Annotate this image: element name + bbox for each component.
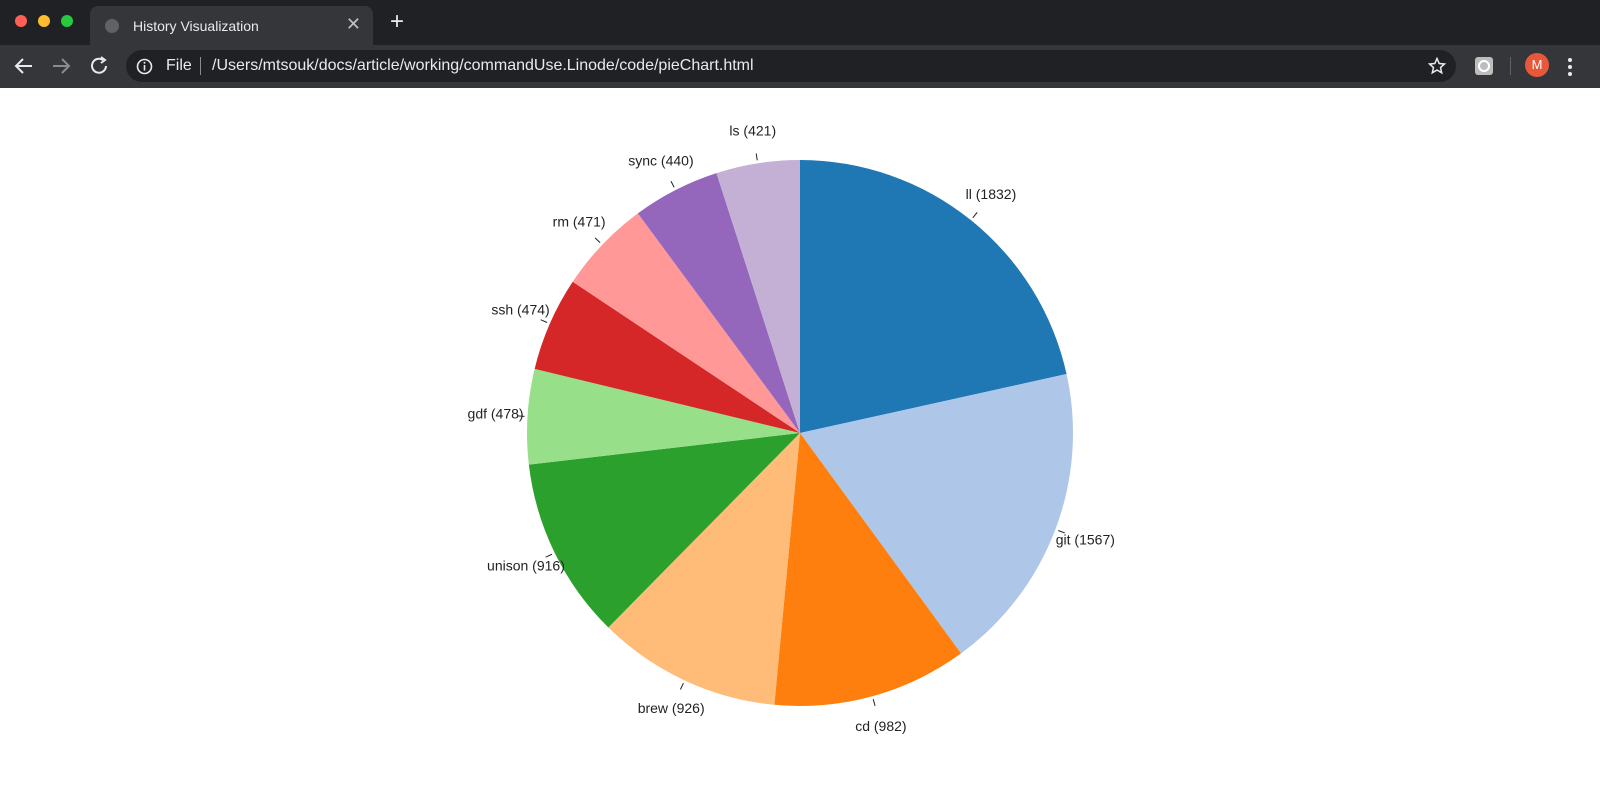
pie-slice [637, 173, 800, 433]
separator [200, 57, 201, 75]
omnibox[interactable]: File /Users/mtsouk/docs/article/working/… [126, 50, 1456, 82]
profile-avatar[interactable]: M [1525, 53, 1549, 77]
forward-button[interactable] [53, 58, 71, 74]
tab-close[interactable]: ✕ [345, 14, 361, 34]
pie-slice [572, 213, 800, 433]
menu-button[interactable] [1566, 57, 1574, 77]
slice-label: sync (440) [628, 152, 693, 168]
nav-buttons [14, 56, 107, 74]
pie-slice [800, 160, 1067, 433]
tab-title: History Visualization [133, 18, 259, 34]
separator [1510, 57, 1511, 75]
label-tick [972, 212, 978, 219]
label-tick [1058, 530, 1065, 534]
slice-label: ls (421) [729, 122, 776, 138]
label-tick [679, 682, 684, 690]
bookmark-star[interactable] [1428, 57, 1446, 75]
slice-label: ssh (474) [491, 302, 549, 318]
pie-slice [774, 433, 962, 706]
new-tab[interactable]: + [390, 8, 405, 35]
url-scheme: File [166, 57, 192, 74]
label-tick [670, 180, 675, 188]
pie-slice [527, 368, 800, 465]
slice-label: brew (926) [638, 700, 705, 716]
reload-arrow [100, 56, 107, 64]
tab-favicon [105, 19, 119, 33]
tab-bar: History Visualization ✕ + [0, 0, 1600, 45]
zoom-window[interactable] [61, 15, 73, 27]
tab[interactable]: History Visualization ✕ [90, 6, 373, 45]
slice-label: unison (916) [487, 558, 565, 574]
label-tick [755, 153, 758, 161]
chart: ll (1832) git (1567) cd (982) brew (926) uni… [468, 122, 1115, 734]
pie-slice [608, 433, 800, 705]
toolbar: File /Users/mtsouk/docs/article/working/… [0, 45, 1600, 88]
pie-slice [716, 160, 800, 433]
pie-slice [528, 433, 800, 628]
label-tick [545, 553, 553, 558]
back-button[interactable] [14, 58, 32, 74]
reload-button[interactable] [91, 57, 107, 74]
slice-label: rm (471) [553, 213, 606, 229]
pie-slice [534, 281, 800, 433]
pie-slice [800, 374, 1073, 654]
minimize-window[interactable] [38, 15, 50, 27]
close-window[interactable] [15, 15, 27, 27]
info-icon[interactable] [136, 58, 153, 75]
label-tick [872, 698, 876, 706]
slice-label: ll (1832) [966, 186, 1017, 202]
slice-label: git (1567) [1056, 531, 1115, 547]
url: /Users/mtsouk/docs/article/working/comma… [212, 57, 754, 74]
extension-icon[interactable] [1474, 56, 1494, 76]
slice-label: cd (982) [855, 718, 906, 734]
label-tick [594, 237, 601, 244]
label-tick [540, 319, 548, 323]
slice-label: gdf (478) [468, 405, 524, 421]
